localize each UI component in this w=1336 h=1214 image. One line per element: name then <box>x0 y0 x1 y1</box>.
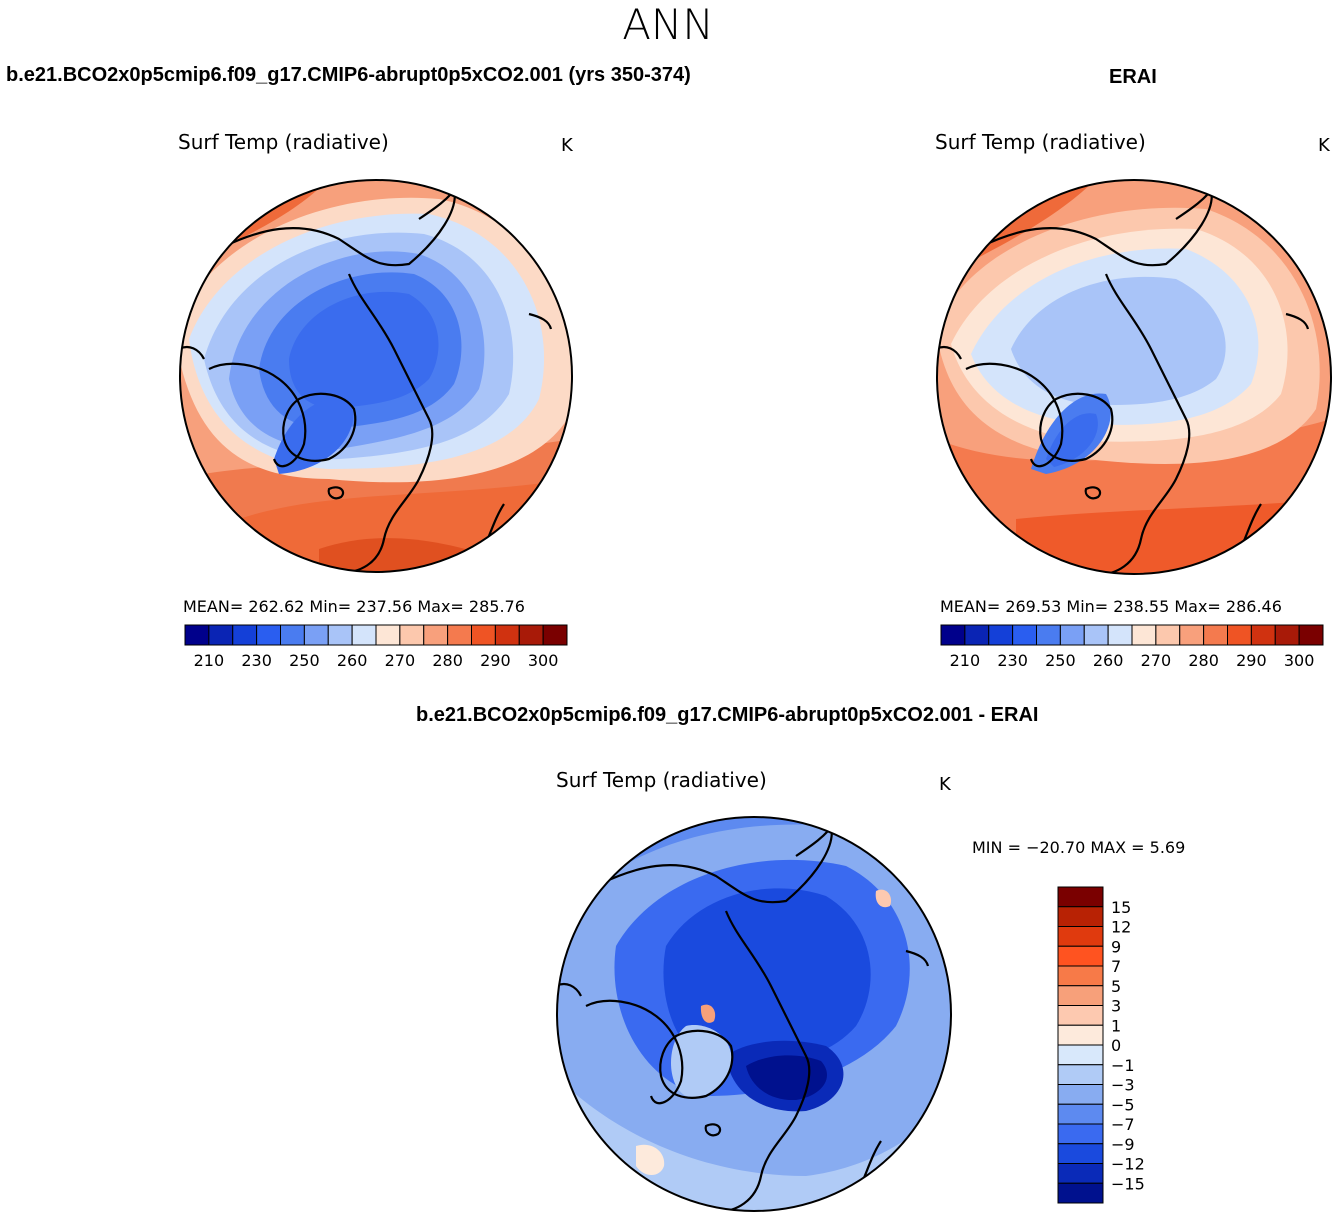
colorbar-tick-label: 300 <box>1284 651 1315 670</box>
colorbar-tick-label: −9 <box>1111 1135 1135 1154</box>
colorbar-tick-label: 12 <box>1111 918 1131 937</box>
panel2-stats: MEAN= 269.53 Min= 238.55 Max= 286.46 <box>940 597 1282 616</box>
colorbar-swatch <box>1083 624 1109 646</box>
colorbar-swatch <box>1057 945 1104 967</box>
colorbar-swatch <box>1057 926 1104 947</box>
panel2-variable-label: Surf Temp (radiative) <box>935 130 1146 154</box>
colorbar-swatch <box>351 624 377 646</box>
diff-units-label: K <box>939 774 951 795</box>
colorbar-swatch <box>1250 624 1276 646</box>
colorbar-swatch <box>256 624 281 646</box>
panel1-units-label: K <box>561 135 573 156</box>
colorbar-swatch <box>1057 1084 1104 1105</box>
colorbar-swatch <box>1057 906 1104 927</box>
colorbar-swatch <box>1057 1064 1104 1085</box>
colorbar-tick-label: 9 <box>1111 937 1121 956</box>
colorbar-swatch <box>1155 624 1181 646</box>
colorbar-swatch <box>542 624 568 646</box>
colorbar-tick-label: −12 <box>1111 1155 1145 1174</box>
colorbar-swatch <box>940 624 966 646</box>
colorbar-swatch <box>1057 1044 1104 1066</box>
colorbar-swatch <box>232 624 258 646</box>
colorbar-tick-label: 260 <box>337 651 368 670</box>
panel1-case-title: b.e21.BCO2x0p5cmip6.f09_g17.CMIP6-abrupt… <box>6 64 691 86</box>
colorbar-tick-label: −3 <box>1111 1076 1135 1095</box>
panel1-colorbar: 210 230 250 260 270 280 290 300 <box>184 624 568 670</box>
colorbar-swatch <box>1057 965 1104 987</box>
diff-polar-map <box>556 816 952 1212</box>
colorbar-tick-label: 0 <box>1111 1036 1121 1055</box>
colorbar-swatch <box>1131 624 1157 646</box>
colorbar-tick-label: 250 <box>1045 651 1076 670</box>
colorbar-tick-label: 210 <box>194 651 225 670</box>
colorbar-swatch <box>399 624 425 646</box>
colorbar-tick-label: −7 <box>1111 1115 1135 1134</box>
panel1-variable-label: Surf Temp (radiative) <box>178 130 389 154</box>
colorbar-tick-label: 260 <box>1093 651 1124 670</box>
colorbar-tick-label: 230 <box>241 651 272 670</box>
colorbar-swatch <box>471 624 496 646</box>
colorbar-tick-label: 3 <box>1111 997 1121 1016</box>
colorbar-swatch <box>303 624 329 646</box>
colorbar-tick-label: −5 <box>1111 1095 1135 1114</box>
colorbar-swatch <box>1298 624 1324 646</box>
diff-stats: MIN = −20.70 MAX = 5.69 <box>972 838 1186 857</box>
colorbar-swatch <box>375 624 401 646</box>
colorbar-swatch <box>1057 1024 1104 1046</box>
panel2-colorbar: 210 230 250 260 270 280 290 300 <box>940 624 1324 670</box>
colorbar-swatch <box>280 624 305 646</box>
panel1-polar-map <box>179 179 573 573</box>
colorbar-swatch <box>1057 1123 1104 1145</box>
colorbar-swatch <box>1059 624 1085 646</box>
panel2-case-title: ERAI <box>1109 66 1157 88</box>
colorbar-tick-label: 210 <box>950 651 981 670</box>
colorbar-tick-label: 1 <box>1111 1016 1121 1035</box>
colorbar-swatch <box>1057 985 1104 1006</box>
colorbar-tick-label: 280 <box>432 651 463 670</box>
diff-case-title: b.e21.BCO2x0p5cmip6.f09_g17.CMIP6-abrupt… <box>416 704 1039 726</box>
colorbar-tick-label: 300 <box>528 651 559 670</box>
panel1-stats: MEAN= 262.62 Min= 237.56 Max= 285.76 <box>183 597 525 616</box>
colorbar-swatch <box>208 624 234 646</box>
colorbar-tick-label: 5 <box>1111 977 1121 996</box>
colorbar-swatch <box>1227 624 1252 646</box>
panel2-polar-map <box>936 179 1332 575</box>
colorbar-tick-label: −1 <box>1111 1056 1135 1075</box>
colorbar-swatch <box>184 624 210 646</box>
colorbar-swatch <box>327 624 353 646</box>
colorbar-swatch <box>1179 624 1205 646</box>
colorbar-swatch <box>494 624 520 646</box>
colorbar-tick-label: 15 <box>1111 898 1131 917</box>
colorbar-swatch <box>1057 1143 1104 1164</box>
colorbar-swatch <box>1012 624 1037 646</box>
colorbar-tick-label: 290 <box>480 651 511 670</box>
colorbar-tick-label: 280 <box>1188 651 1219 670</box>
colorbar-tick-label: 250 <box>289 651 320 670</box>
colorbar-swatch <box>1107 624 1133 646</box>
colorbar-swatch <box>447 624 472 646</box>
colorbar-tick-label: 290 <box>1236 651 1267 670</box>
colorbar-swatch <box>1057 886 1104 908</box>
colorbar-swatch <box>518 624 544 646</box>
season-title: ANN <box>622 0 714 49</box>
diff-variable-label: Surf Temp (radiative) <box>556 768 767 792</box>
panel2-units-label: K <box>1318 135 1330 156</box>
colorbar-tick-label: 270 <box>1141 651 1172 670</box>
colorbar-swatch <box>988 624 1014 646</box>
colorbar-tick-label: −15 <box>1111 1174 1145 1193</box>
colorbar-swatch <box>1057 1182 1104 1204</box>
colorbar-tick-label: 7 <box>1111 957 1121 976</box>
colorbar-swatch <box>964 624 990 646</box>
colorbar-swatch <box>423 624 449 646</box>
colorbar-swatch <box>1203 624 1228 646</box>
colorbar-swatch <box>1057 1005 1104 1026</box>
colorbar-swatch <box>1036 624 1061 646</box>
colorbar-swatch <box>1057 1163 1104 1184</box>
colorbar-swatch <box>1274 624 1300 646</box>
colorbar-tick-label: 230 <box>997 651 1028 670</box>
colorbar-swatch <box>1057 1103 1104 1125</box>
colorbar-tick-label: 270 <box>385 651 416 670</box>
